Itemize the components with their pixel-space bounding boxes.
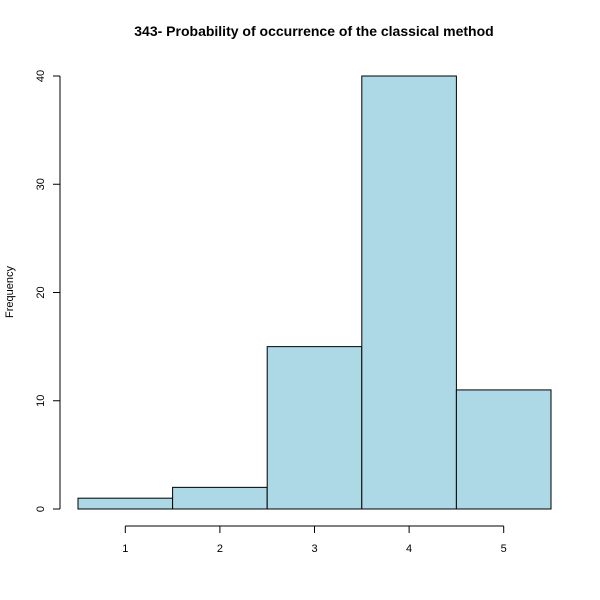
x-tick-label: 1 [122, 543, 128, 555]
x-tick-label: 2 [217, 543, 223, 555]
chart-title: 343- Probability of occurrence of the cl… [134, 23, 493, 39]
x-tick-label: 4 [406, 543, 412, 555]
histogram-bar [77, 497, 174, 510]
y-tick-label: 0 [35, 506, 47, 512]
bars-group [77, 75, 552, 510]
histogram-bar [361, 75, 457, 510]
x-axis: 1 2 3 4 5 [122, 525, 507, 555]
histogram-bar [172, 486, 268, 510]
y-tick-label: 30 [35, 178, 47, 190]
x-tick-label: 5 [501, 543, 507, 555]
histogram-bar [455, 389, 552, 510]
y-tick-label: 10 [35, 395, 47, 407]
x-tick-label: 3 [311, 543, 317, 555]
y-axis: 0 10 20 30 40 [35, 70, 61, 512]
y-axis-label: Frequency [4, 266, 16, 318]
histogram-bar [266, 346, 363, 510]
y-tick-label: 40 [35, 70, 47, 82]
y-tick-label: 20 [35, 286, 47, 298]
